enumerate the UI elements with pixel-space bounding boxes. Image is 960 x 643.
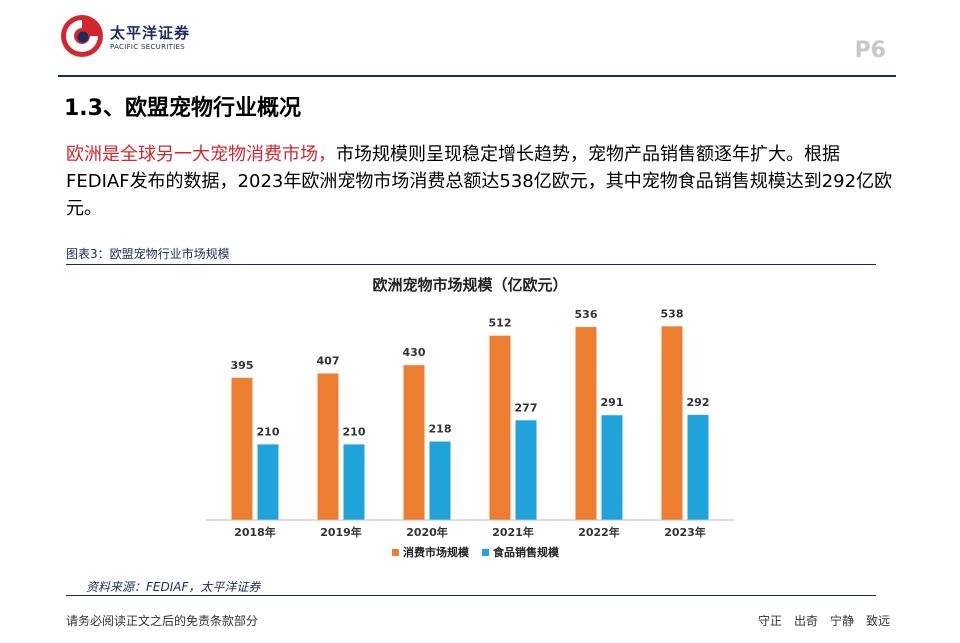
data-label: 292	[687, 396, 710, 409]
bar-consumption	[403, 365, 425, 520]
data-label: 407	[317, 354, 340, 367]
bar-consumption	[661, 326, 683, 520]
x-tick-label: 2023年	[664, 525, 706, 539]
data-label: 210	[257, 425, 280, 438]
legend-swatch	[482, 549, 489, 556]
x-tick-label: 2020年	[406, 525, 448, 539]
data-label: 536	[575, 308, 598, 321]
market-size-bar-chart: 欧洲宠物市场规模（亿欧元） 395 210 2018年 407 210 2019年 430 21…	[206, 276, 734, 559]
figure-top-divider	[66, 264, 876, 265]
bar-consumption	[489, 335, 511, 520]
paragraph-body: 市场规模则呈现稳定增长趋势，宠物产品销售额逐年扩大。根据FEDIAF发布的数据，…	[66, 144, 893, 219]
bar-food	[257, 444, 279, 520]
header-divider	[58, 75, 896, 77]
bar-consumption	[317, 373, 339, 520]
intro-paragraph: 欧洲是全球另一大宠物消费市场，市场规模则呈现稳定增长趋势，宠物产品销售额逐年扩大…	[66, 141, 896, 222]
motto-word: 宁静	[829, 614, 854, 628]
data-label: 512	[489, 317, 512, 330]
figure-source: 资料来源：FEDIAF，太平洋证券	[86, 580, 261, 594]
data-label: 291	[601, 396, 624, 409]
data-label: 277	[515, 401, 538, 414]
logo-english-name: PACIFIC SECURITIES	[110, 43, 186, 51]
bar-consumption	[575, 327, 597, 520]
bar-consumption	[231, 377, 253, 520]
logo-chinese-name: 太平洋证券	[110, 24, 191, 42]
motto-word: 守正	[757, 614, 782, 628]
data-label: 430	[403, 346, 426, 359]
legend-swatch	[392, 549, 399, 556]
chart-title: 欧洲宠物市场规模（亿欧元）	[372, 276, 567, 294]
paragraph-highlight: 欧洲是全球另一大宠物消费市场，	[66, 144, 336, 165]
data-label: 395	[231, 359, 254, 372]
motto-word: 致远	[865, 614, 890, 628]
legend-label: 消费市场规模	[403, 545, 470, 559]
pacific-securities-logo-icon	[61, 15, 103, 57]
bar-food	[687, 414, 709, 520]
bar-food	[601, 415, 623, 520]
data-label: 538	[661, 307, 684, 320]
bar-food	[429, 441, 451, 520]
company-logo: 太平洋证券 PACIFIC SECURITIES	[58, 12, 190, 60]
data-label: 218	[429, 423, 452, 436]
legend-label: 食品销售规模	[493, 545, 560, 559]
figure-bottom-divider	[66, 595, 876, 596]
footer-disclaimer: 请务必阅读正文之后的免责条款部分	[66, 614, 259, 628]
x-tick-label: 2021年	[492, 525, 534, 539]
bar-food	[515, 420, 537, 520]
data-label: 210	[343, 425, 366, 438]
x-tick-label: 2018年	[234, 525, 276, 539]
x-tick-label: 2019年	[320, 525, 362, 539]
motto-word: 出奇	[793, 614, 818, 628]
section-title: 1.3、欧盟宠物行业概况	[64, 96, 301, 121]
bar-food	[343, 444, 365, 520]
footer-motto: 守正 出奇 宁静 致远	[758, 612, 890, 629]
figure-label: 图表3：欧盟宠物行业市场规模	[66, 247, 230, 261]
x-tick-label: 2022年	[578, 525, 620, 539]
page-number: P6	[854, 38, 886, 63]
